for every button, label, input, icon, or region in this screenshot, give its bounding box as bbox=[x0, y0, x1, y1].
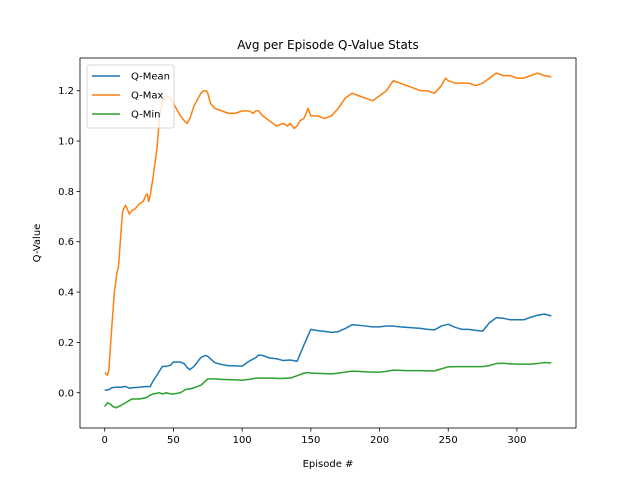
x-axis: 0 50 100 150 200 250 300 bbox=[102, 428, 526, 446]
x-tick-label: 150 bbox=[301, 435, 320, 446]
x-tick-label: 100 bbox=[233, 435, 252, 446]
series-line-q-max bbox=[104, 72, 552, 376]
y-tick-label: 0.8 bbox=[58, 187, 74, 198]
y-axis: 0.0 0.2 0.4 0.6 0.8 1.0 1.2 bbox=[58, 86, 80, 399]
plot-frame bbox=[79, 57, 577, 429]
y-tick-label: 0.2 bbox=[58, 338, 74, 349]
x-tick-label: 250 bbox=[439, 435, 458, 446]
y-tick-label: 0.6 bbox=[58, 237, 74, 248]
series-line-q-min bbox=[104, 361, 552, 409]
y-tick-label: 1.2 bbox=[58, 86, 74, 97]
x-axis-label: Episode # bbox=[303, 459, 354, 470]
chart-title: Avg per Episode Q-Value Stats bbox=[237, 38, 419, 52]
legend-box bbox=[86, 64, 175, 129]
y-tick-label: 0.0 bbox=[58, 388, 74, 399]
x-tick-label: 200 bbox=[370, 435, 389, 446]
series-line-q-mean bbox=[104, 313, 552, 391]
plot-lines bbox=[104, 72, 552, 409]
y-axis-label: Q-Value bbox=[32, 224, 43, 263]
x-tick-label: 0 bbox=[102, 435, 108, 446]
legend: Q-Mean Q-Max Q-Min bbox=[86, 64, 175, 129]
x-tick-label: 300 bbox=[507, 435, 526, 446]
y-tick-label: 0.4 bbox=[58, 288, 74, 299]
y-tick-label: 1.0 bbox=[58, 137, 74, 148]
legend-label-q-max: Q-Max bbox=[131, 91, 164, 102]
legend-label-q-mean: Q-Mean bbox=[131, 72, 170, 83]
x-tick-label: 50 bbox=[167, 435, 180, 446]
legend-label-q-min: Q-Min bbox=[131, 110, 161, 121]
